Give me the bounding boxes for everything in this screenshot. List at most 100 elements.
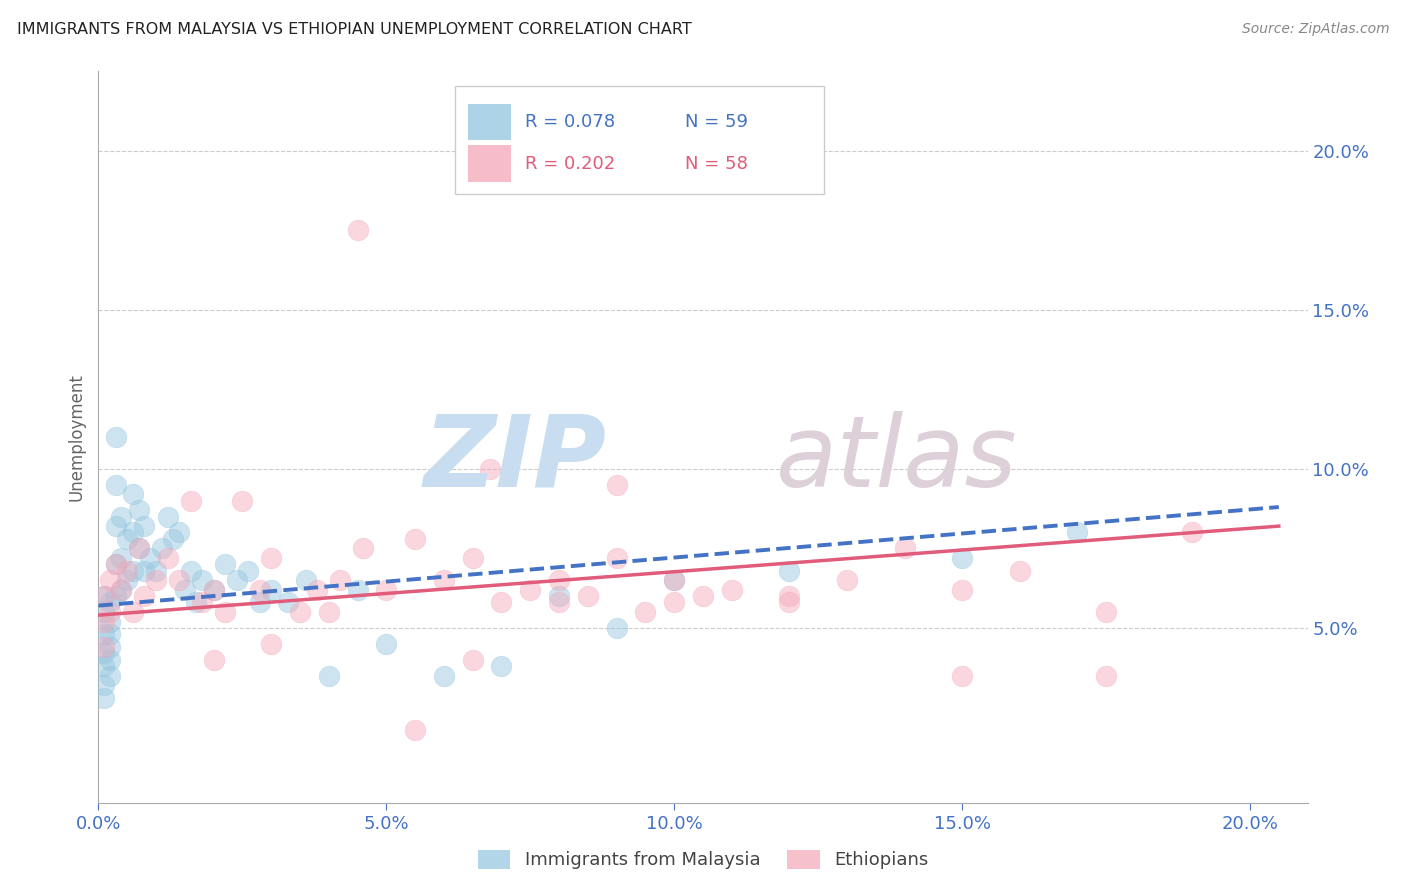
Text: N = 58: N = 58 [685,154,748,172]
Point [664,573,686,587]
Point [93,690,115,705]
Point [835,573,858,587]
Point [104,519,127,533]
FancyBboxPatch shape [456,86,824,194]
Point [134,564,156,578]
Point [115,564,138,578]
Text: R = 0.078: R = 0.078 [526,112,616,131]
Text: atlas: atlas [776,410,1017,508]
Point [104,477,127,491]
Point [950,582,973,597]
Point [491,659,513,673]
Point [93,640,115,654]
Point [548,573,571,587]
Point [191,595,214,609]
Point [173,582,195,597]
Point [156,550,179,565]
Point [110,582,132,597]
Point [202,582,225,597]
Point [93,646,115,660]
Point [98,595,121,609]
Point [778,595,800,609]
Point [318,668,340,682]
Point [404,532,426,546]
Point [93,589,115,603]
Text: ZIP: ZIP [423,410,606,508]
Point [433,573,456,587]
Y-axis label: Unemployment: Unemployment [67,373,86,501]
Point [93,615,115,629]
Point [202,653,225,667]
Point [478,462,501,476]
Point [231,493,253,508]
Point [548,595,571,609]
Point [150,541,173,556]
Point [1008,564,1031,578]
Point [104,558,127,572]
Point [98,640,121,654]
Text: Source: ZipAtlas.com: Source: ZipAtlas.com [1241,22,1389,37]
Point [606,621,628,635]
FancyBboxPatch shape [468,103,510,140]
Point [180,564,202,578]
Point [139,550,162,565]
Point [433,668,456,682]
Point [156,509,179,524]
Point [375,582,398,597]
Point [115,532,138,546]
Point [167,525,190,540]
Point [115,573,138,587]
Point [186,595,208,609]
Point [318,605,340,619]
Point [249,595,271,609]
Point [893,541,915,556]
Point [93,589,115,603]
Point [404,723,426,737]
Point [249,582,271,597]
Point [180,493,202,508]
Point [214,558,236,572]
Point [93,605,115,619]
Point [104,430,127,444]
Point [214,605,236,619]
Point [576,589,599,603]
Point [778,589,800,603]
Point [93,659,115,673]
Point [225,573,247,587]
Point [191,573,214,587]
Point [634,605,657,619]
Point [461,550,484,565]
Point [134,519,156,533]
Point [548,589,571,603]
Point [122,605,145,619]
Text: R = 0.202: R = 0.202 [526,154,616,172]
Point [98,668,121,682]
Point [720,582,742,597]
Point [104,589,127,603]
Point [122,525,145,540]
Point [98,627,121,641]
Point [110,550,132,565]
Point [307,582,329,597]
Point [104,558,127,572]
Point [122,564,145,578]
Point [950,668,973,682]
Point [346,582,368,597]
Point [950,550,973,565]
Legend: Immigrants from Malaysia, Ethiopians: Immigrants from Malaysia, Ethiopians [468,841,938,879]
Point [288,605,311,619]
Point [1095,668,1118,682]
Point [778,564,800,578]
Point [98,615,121,629]
Point [98,573,121,587]
Point [519,582,541,597]
Point [294,573,316,587]
Point [375,637,398,651]
Point [277,595,299,609]
Point [236,564,259,578]
Point [664,595,686,609]
Point [1066,525,1088,540]
Point [260,582,283,597]
Text: IMMIGRANTS FROM MALAYSIA VS ETHIOPIAN UNEMPLOYMENT CORRELATION CHART: IMMIGRANTS FROM MALAYSIA VS ETHIOPIAN UN… [17,22,692,37]
Point [162,532,184,546]
